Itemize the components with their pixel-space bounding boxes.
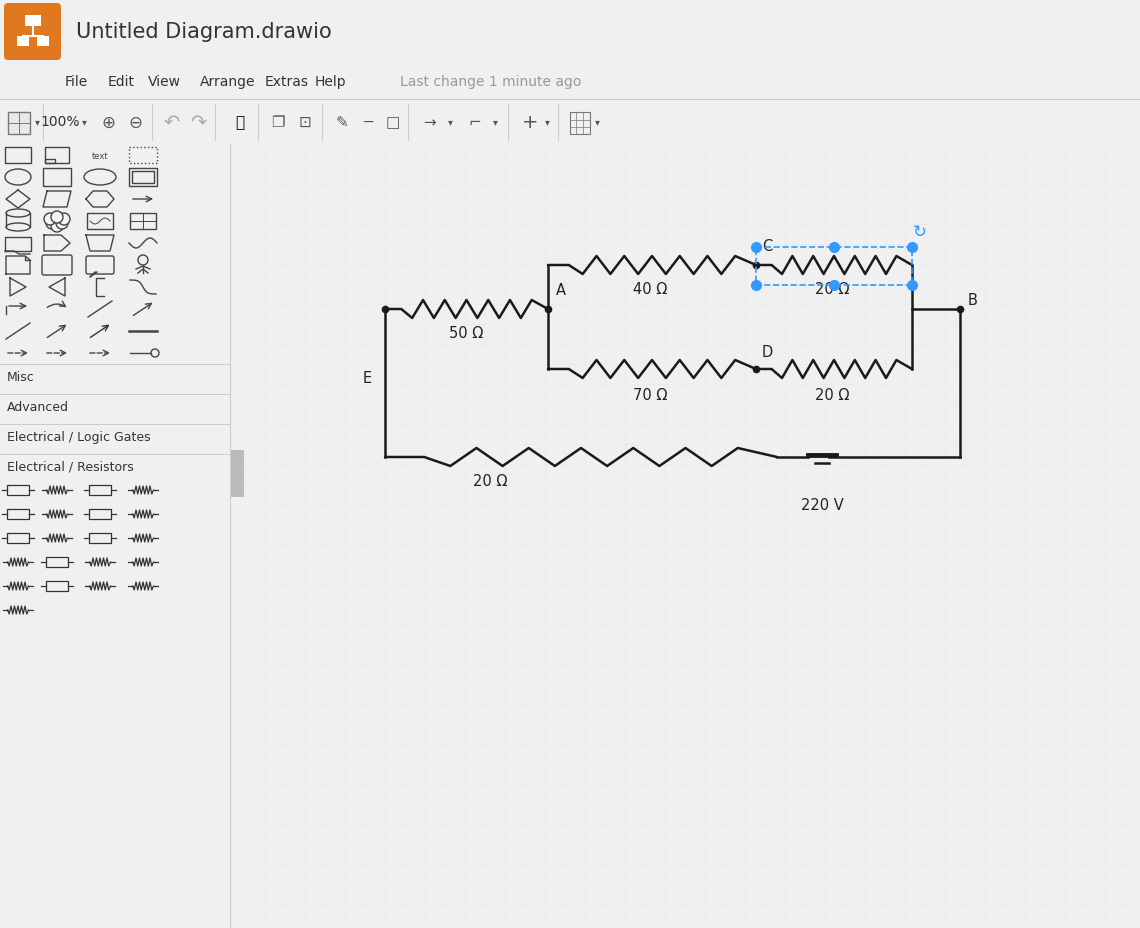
Bar bbox=[570, 113, 591, 135]
Circle shape bbox=[46, 218, 58, 230]
Bar bbox=[87, 213, 113, 230]
Bar bbox=[129, 169, 157, 187]
Text: ▾: ▾ bbox=[595, 117, 600, 127]
Text: ↶: ↶ bbox=[164, 113, 180, 132]
Text: 40 Ω: 40 Ω bbox=[633, 282, 667, 297]
Text: D: D bbox=[762, 344, 773, 360]
Bar bbox=[7, 534, 29, 544]
Bar bbox=[89, 485, 111, 496]
Text: A: A bbox=[556, 283, 565, 298]
Text: Last change 1 minute ago: Last change 1 minute ago bbox=[400, 75, 581, 89]
Text: 20 Ω: 20 Ω bbox=[815, 282, 849, 297]
Bar bbox=[46, 558, 68, 567]
Text: ▾: ▾ bbox=[492, 117, 498, 127]
Circle shape bbox=[44, 213, 56, 226]
Bar bbox=[7, 509, 29, 520]
Text: Extras: Extras bbox=[264, 75, 309, 89]
Text: C: C bbox=[762, 238, 772, 253]
Text: File: File bbox=[65, 75, 88, 89]
Text: ⊕: ⊕ bbox=[101, 113, 115, 132]
Bar bbox=[5, 148, 31, 164]
Text: ⌐: ⌐ bbox=[469, 115, 481, 130]
Text: 20 Ω: 20 Ω bbox=[815, 388, 849, 403]
Text: ⊖: ⊖ bbox=[128, 113, 142, 132]
Text: ✎: ✎ bbox=[335, 115, 349, 130]
Circle shape bbox=[51, 212, 63, 224]
Bar bbox=[7, 485, 29, 496]
Text: Edit: Edit bbox=[108, 75, 135, 89]
Text: 50 Ω: 50 Ω bbox=[449, 326, 483, 341]
Text: ▾: ▾ bbox=[35, 117, 40, 127]
Bar bbox=[44, 160, 55, 164]
Bar bbox=[43, 169, 71, 187]
Text: ─: ─ bbox=[364, 115, 373, 130]
Text: Help: Help bbox=[315, 75, 347, 89]
Text: 70 Ω: 70 Ω bbox=[633, 388, 667, 403]
Text: ❐: ❐ bbox=[271, 115, 285, 130]
Text: Electrical / Logic Gates: Electrical / Logic Gates bbox=[7, 430, 150, 443]
Text: 100%: 100% bbox=[40, 115, 80, 129]
Bar bbox=[132, 172, 154, 184]
Text: →: → bbox=[424, 115, 437, 130]
Text: E: E bbox=[363, 370, 372, 385]
Circle shape bbox=[56, 218, 68, 230]
Text: ▾: ▾ bbox=[82, 117, 87, 127]
Text: B: B bbox=[968, 292, 978, 307]
Text: ▾: ▾ bbox=[448, 117, 453, 127]
Bar bbox=[46, 581, 68, 591]
Bar bbox=[8, 113, 30, 135]
Circle shape bbox=[51, 221, 63, 233]
Bar bbox=[130, 213, 156, 230]
Bar bbox=[230, 450, 244, 497]
Text: Advanced: Advanced bbox=[7, 400, 70, 413]
Text: Arrange: Arrange bbox=[200, 75, 255, 89]
Bar bbox=[16, 36, 28, 46]
Text: text: text bbox=[91, 151, 108, 161]
Text: Misc: Misc bbox=[7, 370, 34, 383]
Circle shape bbox=[58, 213, 70, 226]
Text: ▾: ▾ bbox=[545, 117, 549, 127]
Text: □: □ bbox=[385, 115, 400, 130]
Text: ⊡: ⊡ bbox=[299, 115, 311, 130]
Text: 🗑: 🗑 bbox=[236, 115, 245, 130]
Text: ↷: ↷ bbox=[190, 113, 206, 132]
Bar bbox=[89, 534, 111, 544]
Bar bbox=[756, 248, 912, 286]
Bar bbox=[44, 148, 70, 164]
Text: Electrical / Resistors: Electrical / Resistors bbox=[7, 460, 133, 473]
Bar bbox=[129, 148, 157, 164]
Text: View: View bbox=[148, 75, 181, 89]
Bar bbox=[24, 16, 41, 27]
FancyBboxPatch shape bbox=[5, 4, 62, 61]
Text: +: + bbox=[522, 113, 538, 132]
Bar bbox=[89, 509, 111, 520]
Text: Untitled Diagram.drawio: Untitled Diagram.drawio bbox=[76, 22, 332, 43]
Text: 220 V: 220 V bbox=[800, 497, 844, 512]
Text: 20 Ω: 20 Ω bbox=[473, 473, 507, 488]
Bar bbox=[36, 36, 49, 46]
Text: ↻: ↻ bbox=[913, 223, 927, 240]
